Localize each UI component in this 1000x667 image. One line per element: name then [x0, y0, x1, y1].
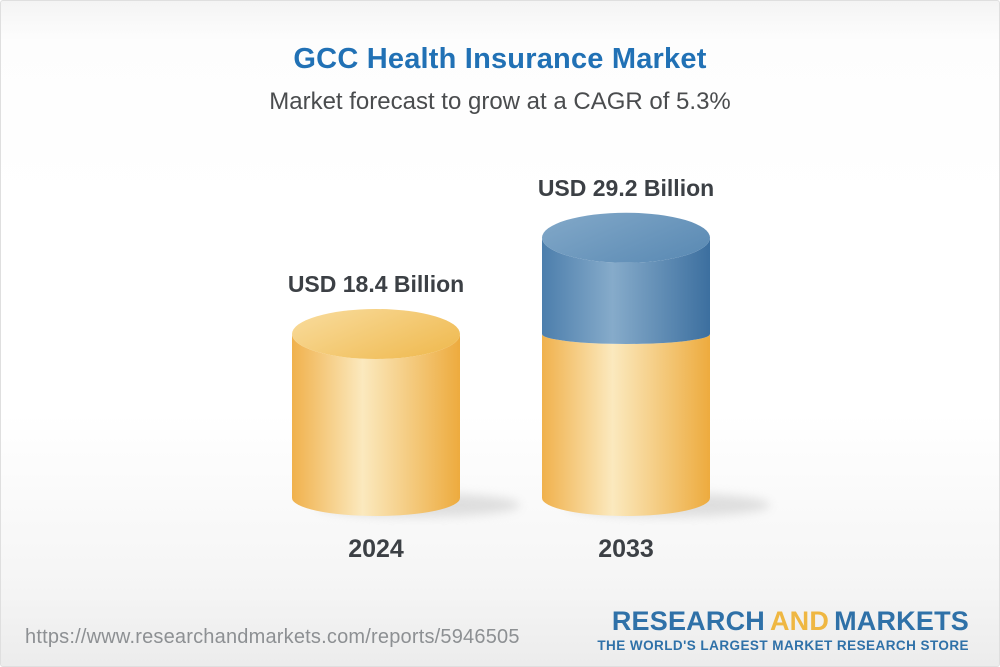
- page-subtitle: Market forecast to grow at a CAGR of 5.3…: [269, 88, 731, 115]
- logo-tagline: THE WORLD'S LARGEST MARKET RESEARCH STOR…: [597, 638, 969, 653]
- logo-word-markets: MARKETS: [834, 605, 969, 636]
- researchandmarkets-logo: RESEARCH AND MARKETS THE WORLD'S LARGEST M…: [597, 605, 969, 653]
- year-label-2024: 2024: [348, 535, 404, 563]
- logo-word-and: AND: [769, 605, 830, 636]
- logo-wordmark: RESEARCH AND MARKETS: [597, 605, 969, 636]
- year-label-2033: 2033: [598, 535, 654, 563]
- value-label-2024: USD 18.4 Billion: [287, 271, 465, 297]
- logo-word-research: RESEARCH: [611, 605, 765, 636]
- cylinders-group: [292, 212, 770, 517]
- page-title: GCC Health Insurance Market: [293, 43, 707, 75]
- source-url: https://www.researchandmarkets.com/repor…: [25, 626, 520, 648]
- value-label-2033: USD 29.2 Billion: [537, 174, 715, 201]
